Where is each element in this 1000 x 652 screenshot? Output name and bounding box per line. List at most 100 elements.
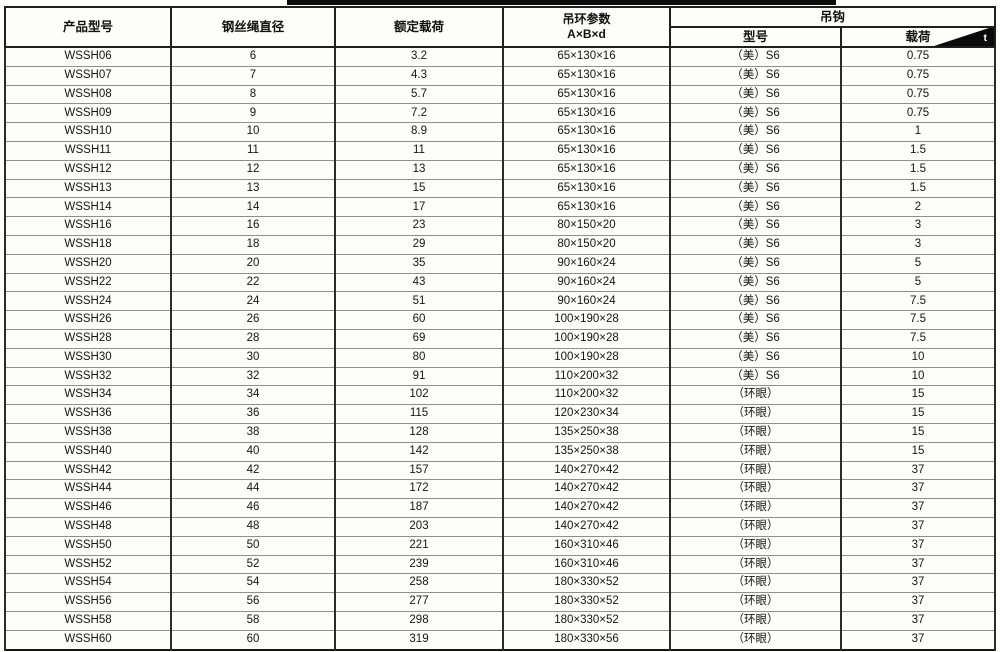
cell-rated-load: 91: [334, 366, 504, 386]
header-ring-params-line2: A×B×d: [567, 27, 606, 41]
cell-hook-load: 3: [839, 216, 997, 236]
cell-hook-load: 37: [839, 516, 997, 537]
cell-hook-model: （美）S6: [669, 84, 842, 104]
cell-hook-load: 2: [839, 197, 997, 217]
cell-hook-load: 10: [839, 347, 997, 368]
table-row: WSSH42 42 157 140×270×42 （环眼） 37: [4, 460, 997, 480]
table-row: WSSH46 46 187 140×270×42 （环眼） 37: [4, 498, 997, 518]
cell-hook-model: （美）S6: [669, 291, 842, 311]
cell-ring-params: 140×270×42: [502, 498, 671, 518]
cell-ring-params: 65×130×16: [502, 46, 671, 67]
cell-ring-params: 65×130×16: [502, 122, 671, 142]
cell-wire-rope-diameter: 8: [170, 84, 336, 104]
cell-ring-params: 160×310×46: [502, 535, 671, 556]
cell-hook-load: 37: [839, 479, 997, 499]
cell-product-model: WSSH13: [4, 178, 172, 198]
table-row: WSSH56 56 277 180×330×52 （环眼） 37: [4, 592, 997, 612]
cell-wire-rope-diameter: 48: [170, 516, 336, 537]
cell-rated-load: 221: [334, 535, 504, 556]
unit-tonnes-label: t: [983, 31, 988, 44]
cell-product-model: WSSH46: [4, 498, 172, 518]
cell-wire-rope-diameter: 34: [170, 385, 336, 405]
cell-product-model: WSSH50: [4, 535, 172, 556]
header-rated-load: 额定载荷: [334, 6, 504, 48]
cell-wire-rope-diameter: 44: [170, 479, 336, 499]
cell-hook-model: （环眼）: [669, 441, 842, 462]
table-row: WSSH32 32 91 110×200×32 （美）S6 10: [4, 366, 997, 386]
cell-hook-load: 37: [839, 629, 997, 650]
cell-hook-load: 15: [839, 441, 997, 462]
cell-wire-rope-diameter: 54: [170, 573, 336, 593]
cell-rated-load: 80: [334, 347, 504, 368]
cell-hook-model: （环眼）: [669, 554, 842, 574]
cell-ring-params: 135×250×38: [502, 422, 671, 443]
table-row: WSSH54 54 258 180×330×52 （环眼） 37: [4, 573, 997, 593]
cell-hook-model: （环眼）: [669, 610, 842, 631]
cell-wire-rope-diameter: 11: [170, 140, 336, 161]
cell-hook-load: 0.75: [839, 84, 997, 104]
cell-wire-rope-diameter: 7: [170, 65, 336, 86]
cell-rated-load: 102: [334, 385, 504, 405]
cell-hook-model: （环眼）: [669, 592, 842, 612]
cell-hook-load: 37: [839, 592, 997, 612]
cell-product-model: WSSH54: [4, 573, 172, 593]
table-row: WSSH24 24 51 90×160×24 （美）S6 7.5: [4, 291, 997, 311]
cell-product-model: WSSH20: [4, 253, 172, 274]
cell-wire-rope-diameter: 20: [170, 253, 336, 274]
cell-hook-load: 0.75: [839, 103, 997, 123]
cell-rated-load: 157: [334, 460, 504, 480]
cell-product-model: WSSH48: [4, 516, 172, 537]
cell-rated-load: 172: [334, 479, 504, 499]
cell-ring-params: 160×310×46: [502, 554, 671, 574]
cell-hook-load: 7.5: [839, 310, 997, 330]
cell-hook-model: （环眼）: [669, 535, 842, 556]
cell-ring-params: 135×250×38: [502, 441, 671, 462]
cell-hook-model: （美）S6: [669, 310, 842, 330]
table-row: WSSH60 60 319 180×330×56 （环眼） 37: [4, 629, 997, 650]
cell-rated-load: 142: [334, 441, 504, 462]
cell-product-model: WSSH24: [4, 291, 172, 311]
cell-ring-params: 65×130×16: [502, 178, 671, 198]
cell-product-model: WSSH28: [4, 328, 172, 349]
cell-rated-load: 23: [334, 216, 504, 236]
cell-rated-load: 258: [334, 573, 504, 593]
cell-product-model: WSSH52: [4, 554, 172, 574]
cell-hook-load: 0.75: [839, 65, 997, 86]
cell-hook-load: 5: [839, 253, 997, 274]
cell-rated-load: 69: [334, 328, 504, 349]
cell-hook-model: （环眼）: [669, 629, 842, 650]
cell-hook-model: （环眼）: [669, 573, 842, 593]
header-ring-params: 吊环参数 A×B×d: [502, 6, 671, 48]
table-row: WSSH44 44 172 140×270×42 （环眼） 37: [4, 479, 997, 499]
cell-wire-rope-diameter: 24: [170, 291, 336, 311]
cell-ring-params: 180×330×52: [502, 610, 671, 631]
cell-rated-load: 203: [334, 516, 504, 537]
table-row: WSSH11 11 11 65×130×16 （美）S6 1.5: [4, 140, 997, 161]
cell-rated-load: 29: [334, 234, 504, 255]
cell-hook-model: （美）S6: [669, 328, 842, 349]
cell-hook-load: 1.5: [839, 178, 997, 198]
cell-product-model: WSSH10: [4, 122, 172, 142]
cell-hook-model: （环眼）: [669, 460, 842, 480]
cell-hook-load: 10: [839, 366, 997, 386]
cell-ring-params: 90×160×24: [502, 272, 671, 292]
cell-wire-rope-diameter: 18: [170, 234, 336, 255]
cell-hook-model: （美）S6: [669, 65, 842, 86]
cell-rated-load: 4.3: [334, 65, 504, 86]
cell-ring-params: 140×270×42: [502, 516, 671, 537]
cell-product-model: WSSH58: [4, 610, 172, 631]
cell-ring-params: 65×130×16: [502, 159, 671, 180]
cell-hook-load: 37: [839, 460, 997, 480]
cell-wire-rope-diameter: 9: [170, 103, 336, 123]
cell-rated-load: 11: [334, 140, 504, 161]
cell-rated-load: 187: [334, 498, 504, 518]
cell-hook-model: （美）S6: [669, 272, 842, 292]
table-row: WSSH06 6 3.2 65×130×16 （美）S6 0.75: [4, 46, 997, 67]
cell-hook-load: 1.5: [839, 159, 997, 180]
cell-product-model: WSSH60: [4, 629, 172, 650]
cell-hook-model: （美）S6: [669, 197, 842, 217]
cell-hook-model: （美）S6: [669, 122, 842, 142]
header-product-model: 产品型号: [4, 6, 172, 48]
cell-rated-load: 277: [334, 592, 504, 612]
